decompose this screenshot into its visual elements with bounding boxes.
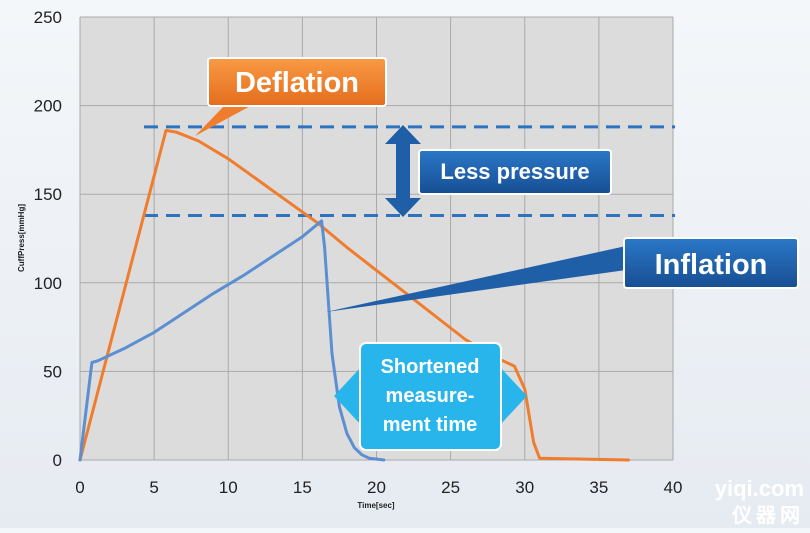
shortened-line-2: measure- [386,385,475,407]
y-tick-label: 250 [34,8,62,27]
y-tick-label: 100 [34,274,62,293]
x-tick-label: 40 [664,478,683,497]
watermark-line-1: yiqi.com [715,476,804,501]
series-line-0 [78,128,630,462]
reference-lines [144,125,675,217]
x-tick-label: 20 [367,478,386,497]
x-tick-label: 35 [589,478,608,497]
x-tick-label: 10 [219,478,238,497]
inflation-label: Inflation [655,249,768,281]
less-pressure-arrow [385,125,421,217]
y-tick-label: 0 [53,451,62,470]
inflation-callout: Inflation [326,237,799,312]
less-pressure-label: Less pressure [440,159,589,184]
deflation-label: Deflation [235,67,359,99]
y-tick-label: 150 [34,185,62,204]
shortened-line-1: Shortened [381,356,480,378]
x-tick-labels: 0 5 10 15 20 25 30 35 40 [75,478,682,497]
shortened-line-3: ment time [383,414,477,436]
y-tick-label: 50 [43,362,62,381]
watermark-line-2: 仪器网 [731,504,804,527]
series-line-1 [78,219,386,462]
x-tick-label: 30 [515,478,534,497]
y-tick-label: 200 [34,97,62,116]
x-tick-label: 0 [75,478,84,497]
y-axis-label: CuffPress[mmHg] [17,204,26,272]
x-tick-label: 25 [441,478,460,497]
series-group [78,128,630,462]
x-tick-label: 15 [293,478,312,497]
shortened-callout: Shortened measure- ment time [334,342,527,451]
deflation-callout: Deflation [195,57,387,136]
less-pressure-callout: Less pressure [418,149,612,195]
y-tick-labels: 0 50 100 150 200 250 [34,8,62,470]
x-axis-label: Time[sec] [357,501,395,510]
x-tick-label: 5 [149,478,158,497]
